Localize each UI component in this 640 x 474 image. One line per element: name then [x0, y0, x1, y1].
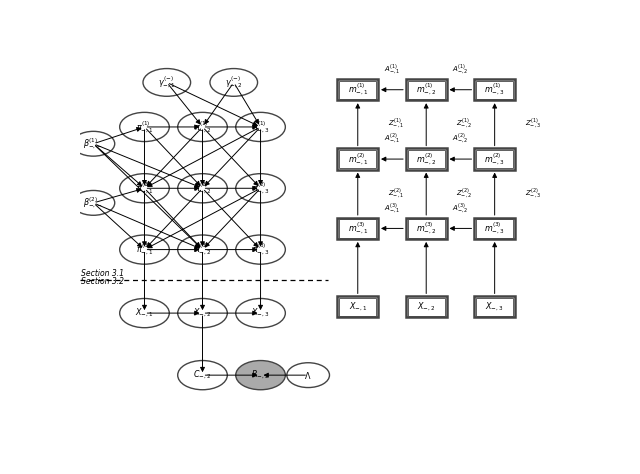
Text: $X_{-,2}$: $X_{-,2}$	[417, 301, 435, 313]
FancyBboxPatch shape	[337, 218, 378, 239]
Text: $\beta^{(1)}_{-,-}$: $\beta^{(1)}_{-,-}$	[83, 137, 103, 151]
Text: $\pi^{(3)}_{-,1}$: $\pi^{(3)}_{-,1}$	[136, 242, 153, 257]
Text: $\pi^{(2)}_{-,1}$: $\pi^{(2)}_{-,1}$	[136, 181, 153, 196]
Ellipse shape	[287, 363, 330, 388]
FancyBboxPatch shape	[406, 296, 447, 318]
Ellipse shape	[178, 235, 227, 264]
Ellipse shape	[236, 361, 285, 390]
Text: $X_{-,3}$: $X_{-,3}$	[485, 301, 504, 313]
Text: $C_{-,2}$: $C_{-,2}$	[193, 369, 212, 381]
Text: $X_{-,1}$: $X_{-,1}$	[349, 301, 367, 313]
Text: $A^{(1)}_{-,2}$: $A^{(1)}_{-,2}$	[452, 63, 468, 77]
Text: $m^{(2)}_{-,1}$: $m^{(2)}_{-,1}$	[348, 151, 368, 167]
Text: $Z^{(1)}_{-,2}$: $Z^{(1)}_{-,2}$	[456, 118, 473, 131]
Ellipse shape	[236, 112, 285, 142]
Ellipse shape	[143, 69, 191, 96]
Text: $R_{-,2}$: $R_{-,2}$	[252, 369, 269, 381]
Text: Section 3.1: Section 3.1	[81, 269, 124, 278]
Text: $\Lambda$: $\Lambda$	[305, 370, 312, 381]
Text: $m^{(3)}_{-,1}$: $m^{(3)}_{-,1}$	[348, 221, 368, 236]
Ellipse shape	[72, 131, 115, 156]
Text: $A^{(2)}_{-,1}$: $A^{(2)}_{-,1}$	[384, 132, 400, 146]
Text: $m^{(1)}_{-,1}$: $m^{(1)}_{-,1}$	[348, 82, 368, 97]
Text: Section 3.2: Section 3.2	[81, 277, 124, 286]
Ellipse shape	[120, 112, 170, 142]
Text: $\pi^{(1)}_{-,1}$: $\pi^{(1)}_{-,1}$	[136, 119, 153, 135]
Ellipse shape	[178, 361, 227, 390]
Text: $\pi^{(1)}_{-,2}$: $\pi^{(1)}_{-,2}$	[194, 119, 211, 135]
Text: $X_{-,2}$: $X_{-,2}$	[193, 307, 212, 319]
Text: $\gamma^{(-)}_{-,1}$: $\gamma^{(-)}_{-,1}$	[158, 75, 175, 90]
Text: $Z^{(1)}_{-,3}$: $Z^{(1)}_{-,3}$	[525, 118, 541, 131]
Text: $Z^{(2)}_{-,2}$: $Z^{(2)}_{-,2}$	[456, 187, 473, 201]
Text: $\pi^{(2)}_{-,3}$: $\pi^{(2)}_{-,3}$	[252, 181, 269, 196]
FancyBboxPatch shape	[406, 79, 447, 100]
Ellipse shape	[120, 235, 170, 264]
Text: $m^{(3)}_{-,2}$: $m^{(3)}_{-,2}$	[416, 221, 436, 236]
Text: $m^{(2)}_{-,2}$: $m^{(2)}_{-,2}$	[416, 151, 436, 167]
Ellipse shape	[120, 173, 170, 203]
Text: $m^{(1)}_{-,2}$: $m^{(1)}_{-,2}$	[416, 82, 436, 97]
Text: $X_{-,3}$: $X_{-,3}$	[252, 307, 270, 319]
Ellipse shape	[178, 112, 227, 142]
FancyBboxPatch shape	[474, 79, 515, 100]
Ellipse shape	[178, 173, 227, 203]
Text: $A^{(3)}_{-,1}$: $A^{(3)}_{-,1}$	[384, 202, 400, 216]
FancyBboxPatch shape	[406, 148, 447, 170]
Text: $m^{(3)}_{-,3}$: $m^{(3)}_{-,3}$	[484, 221, 505, 236]
Ellipse shape	[236, 235, 285, 264]
Ellipse shape	[120, 299, 170, 328]
FancyBboxPatch shape	[474, 296, 515, 318]
Text: $m^{(1)}_{-,3}$: $m^{(1)}_{-,3}$	[484, 82, 505, 97]
Text: $Z^{(1)}_{-,1}$: $Z^{(1)}_{-,1}$	[388, 118, 404, 131]
Text: $\pi^{(3)}_{-,2}$: $\pi^{(3)}_{-,2}$	[194, 242, 211, 257]
Text: $Z^{(2)}_{-,3}$: $Z^{(2)}_{-,3}$	[525, 187, 541, 201]
Text: $A^{(2)}_{-,2}$: $A^{(2)}_{-,2}$	[452, 132, 468, 146]
Text: $Z^{(2)}_{-,1}$: $Z^{(2)}_{-,1}$	[388, 187, 404, 201]
Ellipse shape	[236, 173, 285, 203]
Text: $X_{-,1}$: $X_{-,1}$	[135, 307, 154, 319]
Text: $\pi^{(2)}_{-,2}$: $\pi^{(2)}_{-,2}$	[194, 181, 211, 196]
FancyBboxPatch shape	[337, 296, 378, 318]
FancyBboxPatch shape	[337, 79, 378, 100]
Ellipse shape	[210, 69, 257, 96]
Text: $A^{(1)}_{-,1}$: $A^{(1)}_{-,1}$	[384, 63, 400, 77]
Text: $\pi^{(1)}_{-,3}$: $\pi^{(1)}_{-,3}$	[252, 119, 269, 135]
FancyBboxPatch shape	[474, 218, 515, 239]
Text: $\gamma^{(-)}_{-,2}$: $\gamma^{(-)}_{-,2}$	[225, 75, 243, 90]
Text: $m^{(2)}_{-,3}$: $m^{(2)}_{-,3}$	[484, 151, 505, 167]
FancyBboxPatch shape	[406, 218, 447, 239]
Text: $\beta^{(2)}_{-,-}$: $\beta^{(2)}_{-,-}$	[83, 196, 103, 210]
Text: $A^{(3)}_{-,2}$: $A^{(3)}_{-,2}$	[452, 202, 468, 216]
Text: $\pi^{(3)}_{-,3}$: $\pi^{(3)}_{-,3}$	[252, 242, 269, 257]
Ellipse shape	[72, 191, 115, 215]
Ellipse shape	[178, 299, 227, 328]
Ellipse shape	[236, 299, 285, 328]
FancyBboxPatch shape	[474, 148, 515, 170]
FancyBboxPatch shape	[337, 148, 378, 170]
